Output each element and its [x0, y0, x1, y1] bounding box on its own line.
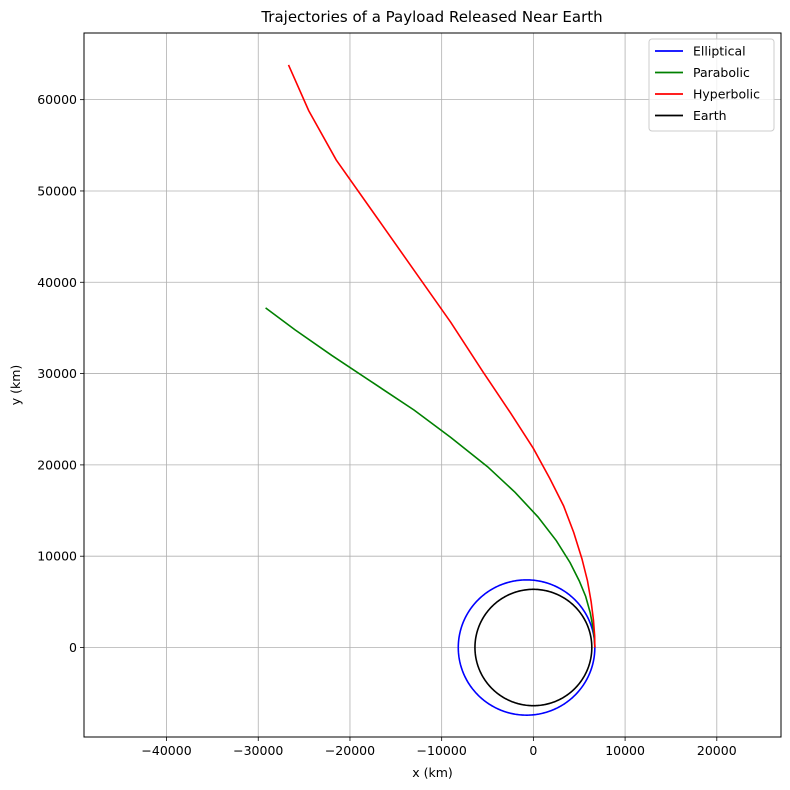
series-line-earth	[474, 588, 593, 707]
x-tick-label: 0	[529, 743, 537, 758]
y-tick-label: 50000	[37, 183, 77, 198]
y-tick-label: 10000	[37, 549, 77, 564]
legend-label: Earth	[693, 108, 727, 123]
x-axis-label: x (km)	[412, 765, 453, 780]
y-tick-label: 20000	[37, 457, 77, 472]
legend-box	[648, 38, 775, 132]
chart-title: Trajectories of a Payload Released Near …	[260, 8, 602, 26]
x-tick-label: −30000	[233, 743, 283, 758]
y-tick-label: 30000	[37, 366, 77, 381]
x-tick-label: −10000	[417, 743, 467, 758]
series-line-parabolic	[265, 307, 596, 648]
legend-label: Elliptical	[693, 44, 746, 59]
series-line-hyperbolic	[287, 64, 596, 648]
legend-label: Hyperbolic	[693, 87, 760, 102]
y-tick-label: 60000	[37, 92, 77, 107]
plot-layer	[265, 64, 596, 716]
legend-label: Parabolic	[693, 65, 750, 80]
y-tick-label: 0	[69, 640, 77, 655]
y-tick-label: 40000	[37, 275, 77, 290]
grid-layer	[84, 33, 781, 737]
y-axis-label: y (km)	[8, 365, 23, 406]
plot-frame	[83, 32, 782, 738]
legend: Elliptical Parabolic Hyperbolic Earth	[648, 38, 775, 132]
x-tick-label: 10000	[605, 743, 645, 758]
tick-layer: −40000 −30000 −20000 −10000 0 10000 20000 0 1000…	[37, 92, 736, 758]
x-tick-label: −20000	[325, 743, 375, 758]
x-tick-label: −40000	[141, 743, 191, 758]
series-line-elliptical	[457, 579, 596, 716]
x-tick-label: 20000	[697, 743, 737, 758]
